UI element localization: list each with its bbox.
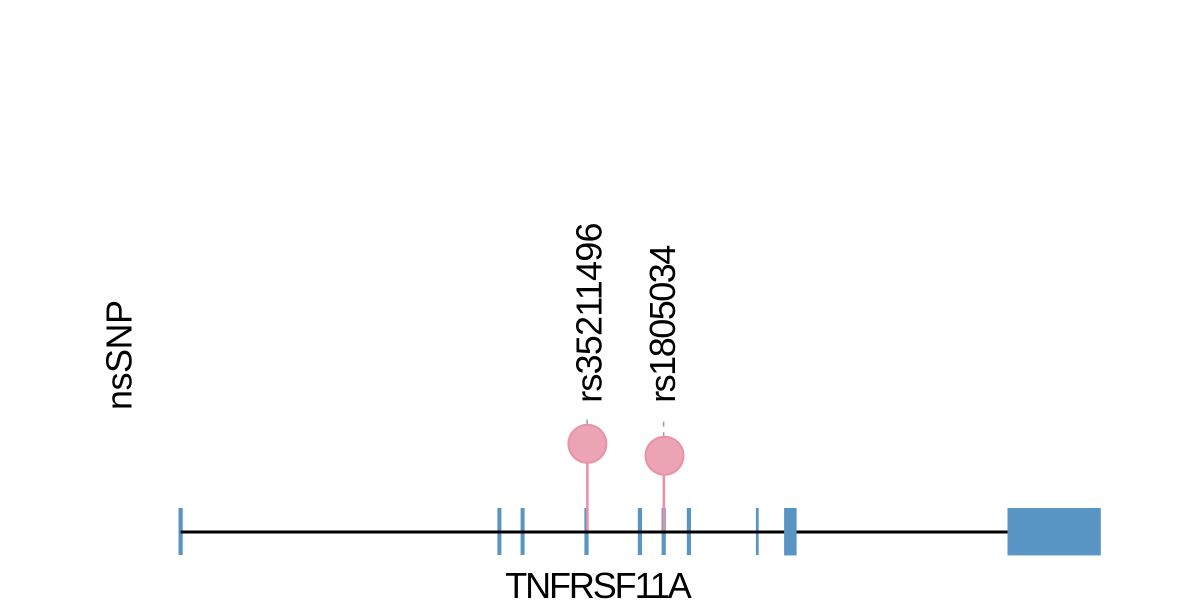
svg-text:rs1805034: rs1805034 <box>642 246 683 403</box>
svg-text:TNFRSF11A: TNFRSF11A <box>505 565 692 600</box>
svg-text:nsSNP: nsSNP <box>98 300 139 410</box>
svg-text:rs35211496: rs35211496 <box>569 223 610 403</box>
